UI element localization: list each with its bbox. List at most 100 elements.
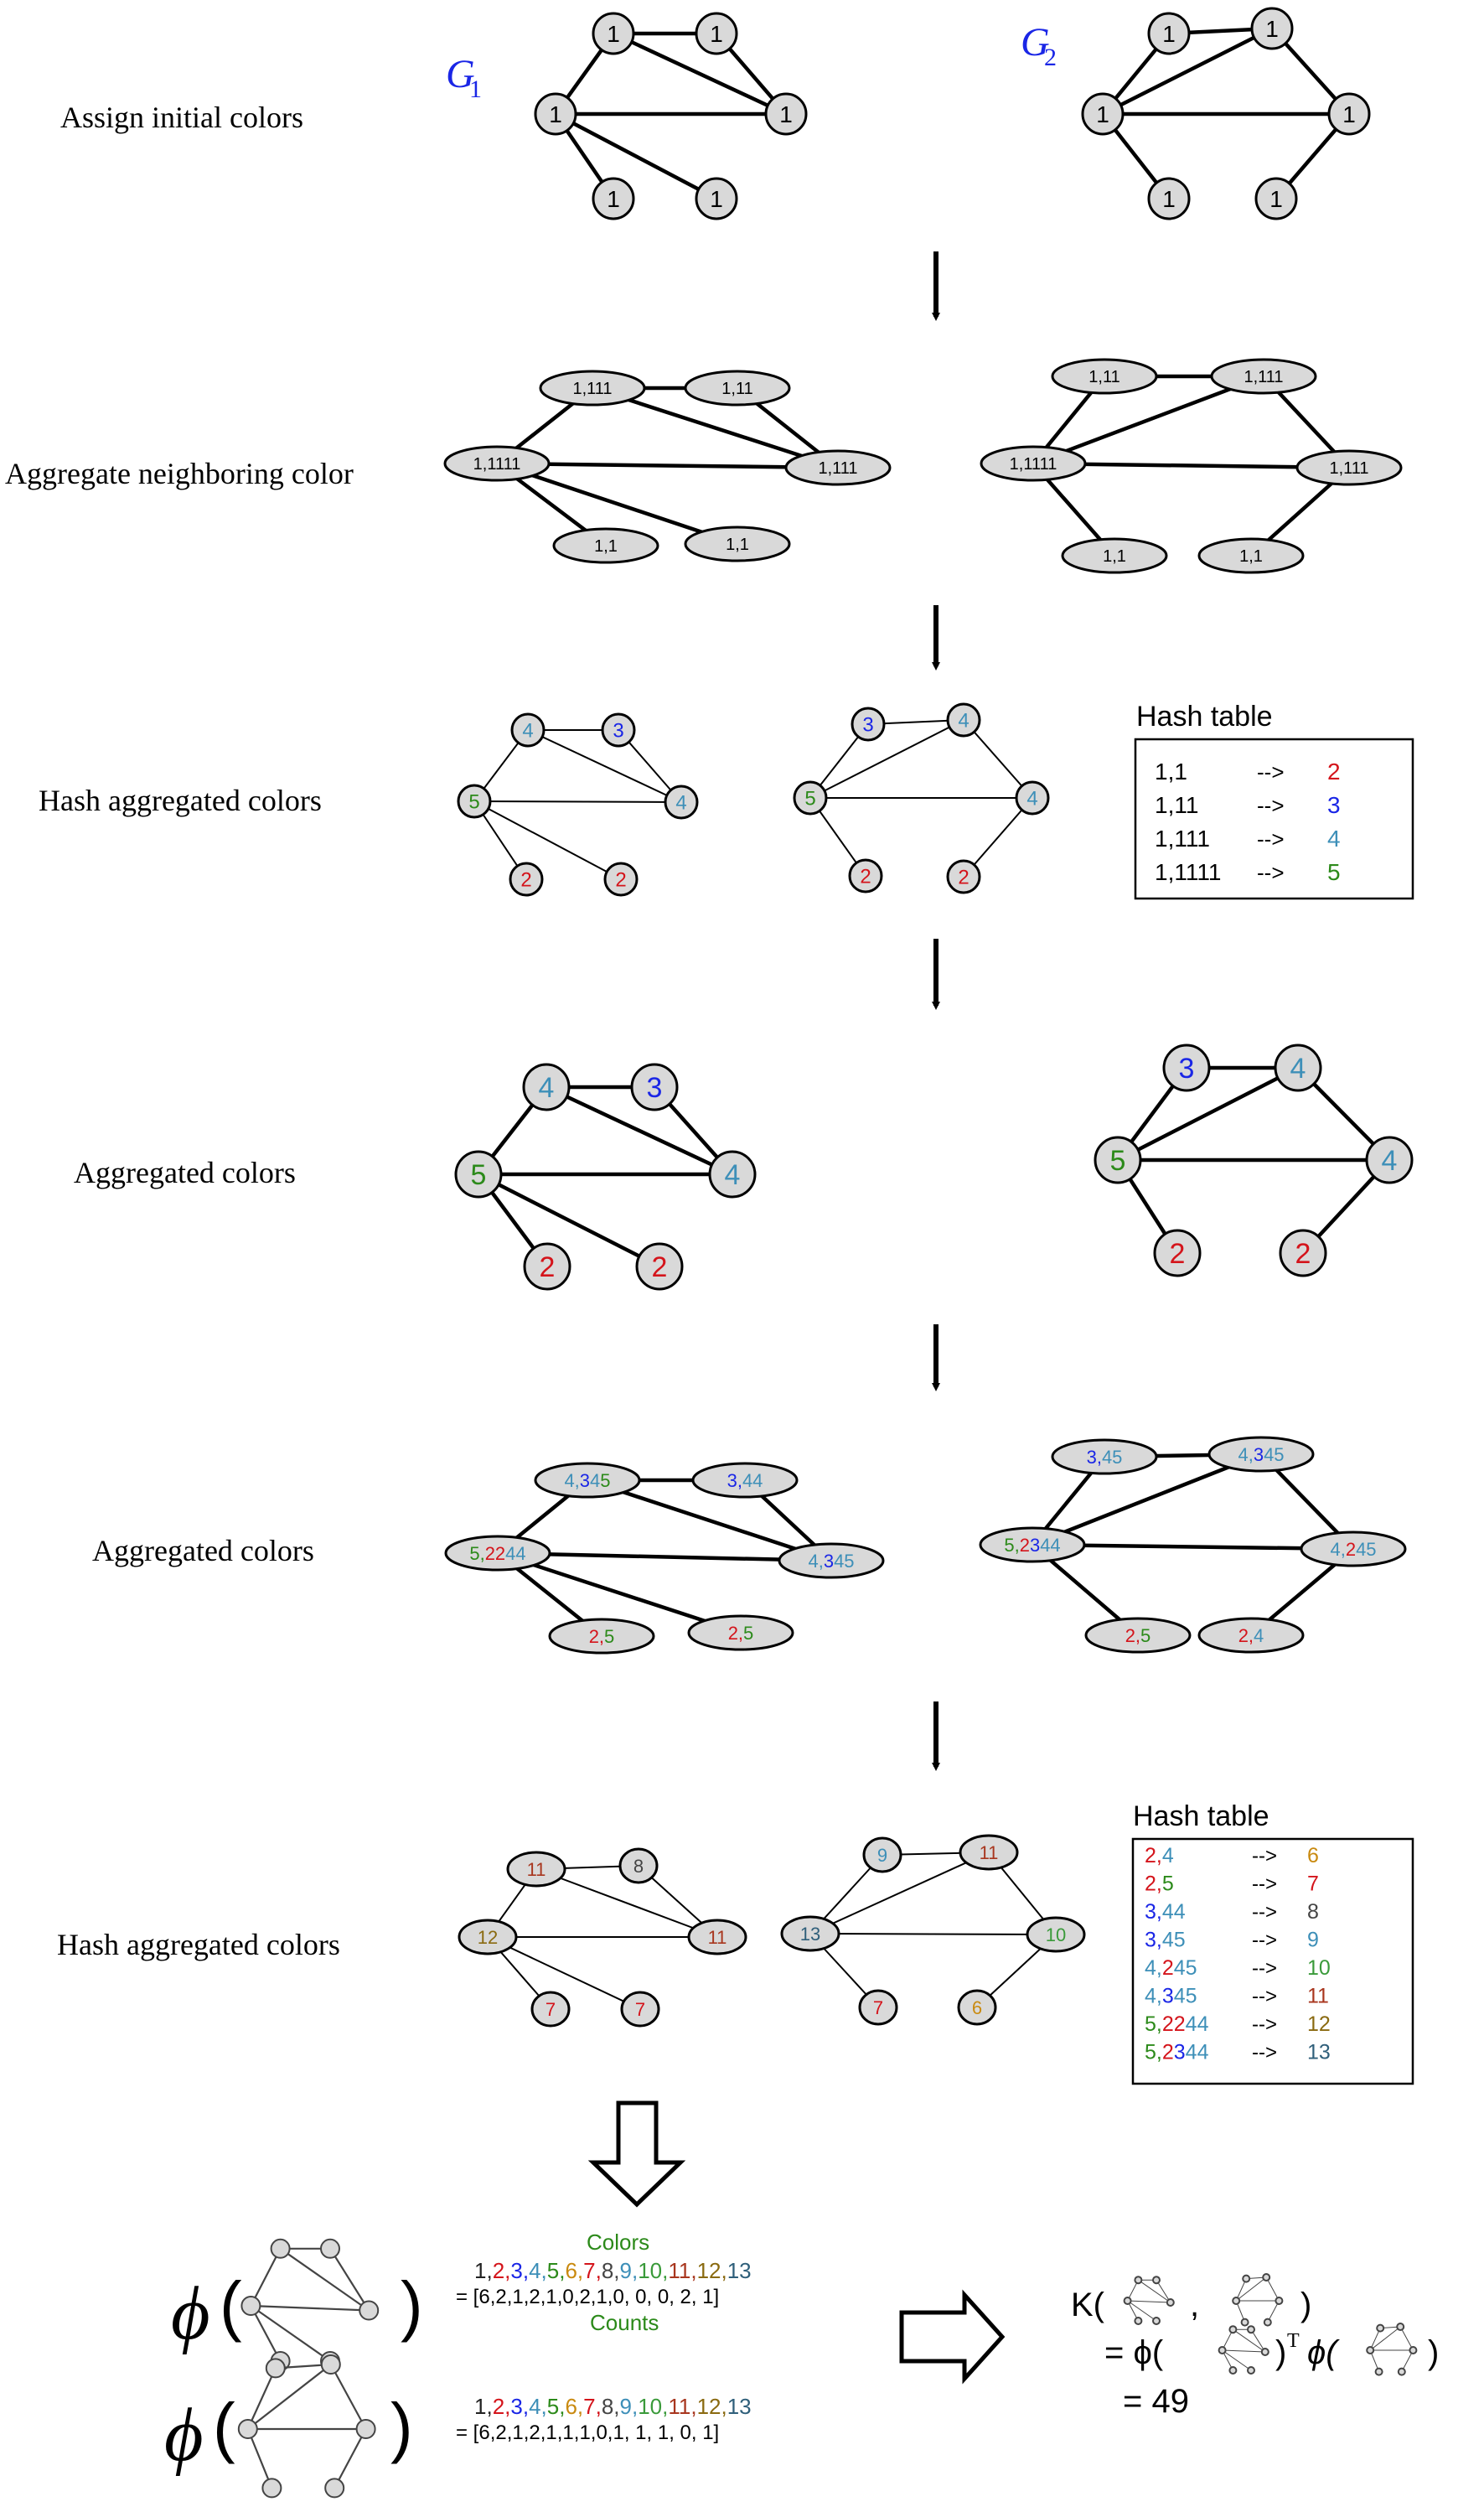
hash-row: 1,111 --> 4 [1155, 826, 1341, 852]
node-ellipse [458, 1919, 518, 1955]
node-circle [946, 859, 981, 894]
color-index-value: 13 [727, 2258, 752, 2283]
node-label: 9 [877, 1845, 887, 1866]
graph-node: 12 [458, 1919, 518, 1955]
mini-edge [247, 2364, 332, 2430]
hash-arrow: --> [1252, 1901, 1277, 1924]
mini-node [1134, 2317, 1143, 2325]
graph-node: 2,5 [548, 1618, 655, 1655]
mini-node [270, 2238, 291, 2259]
color-index-value: 6, [565, 2258, 583, 2283]
node-label: 1 [607, 186, 620, 212]
graph-node: 5 [1094, 1136, 1142, 1184]
step-label-6: Hash aggregated colors [57, 1928, 340, 1961]
mini-node [1218, 2346, 1227, 2354]
mini-node [1134, 2276, 1143, 2285]
hash-arrow: --> [1252, 1986, 1277, 2008]
phi-close-paren-g1: ) [401, 2268, 423, 2343]
node-ellipse [1300, 1531, 1407, 1567]
graph-node: 1 [592, 12, 635, 55]
mini-node [1262, 2273, 1271, 2282]
graph-node: 5,2344 [979, 1526, 1086, 1563]
node-label-segment: 45 [1264, 1444, 1284, 1465]
node-circle [1327, 92, 1371, 136]
node-label: 2 [520, 869, 531, 892]
node-circle [851, 707, 886, 742]
row6-g2: 9 11 13 10 7 6 [780, 1834, 1086, 2026]
node-label: 5 [804, 788, 815, 811]
graph-node: 1 [592, 177, 635, 220]
step-label-4: Aggregated colors [74, 1156, 296, 1189]
hash-key: 1,11 [1155, 792, 1198, 818]
node-label: 4 [1026, 788, 1037, 811]
row3-g2-edge [963, 797, 1033, 878]
color-index-value: 11, [668, 2258, 696, 2283]
node-label: 4,245 [1330, 1539, 1376, 1560]
row2-g2: 1,11 1,111 1,1111 1,111 1,1 1,1 [980, 358, 1403, 574]
color-index-value: 2, [493, 2394, 511, 2419]
node-label: 6 [972, 1997, 982, 2018]
row5-g1-edge [585, 1478, 834, 1563]
node-label-segment: 4 [590, 1470, 600, 1491]
step-labels: Assign initial colors Aggregate neighbor… [5, 101, 354, 1961]
row5-g1-edge [495, 1551, 743, 1635]
node-ellipse [684, 370, 791, 407]
graph-node: 2 [1279, 1229, 1327, 1277]
node-label-segment: 4, [564, 1470, 579, 1491]
node-label: 1 [1265, 16, 1279, 42]
graph-node: 5 [793, 780, 828, 816]
hash-key-segment: 2, [1145, 1872, 1162, 1896]
hash-key-segment: 44 [1186, 2041, 1209, 2064]
graph-node: 7 [858, 1989, 898, 2026]
hash-table-2-box [1131, 1837, 1414, 2085]
node-label-segment: 3 [1030, 1535, 1040, 1556]
color-index-value: 12, [697, 2394, 727, 2419]
hash-row: 1,1111 --> 5 [1155, 859, 1341, 885]
node-ellipse [691, 1462, 799, 1499]
node-label-segment: 44 [742, 1470, 763, 1491]
node-label-segment: 3 [580, 1470, 590, 1491]
node-circle [603, 862, 639, 897]
step-label-3: Hash aggregated colors [39, 784, 322, 817]
node-label: 1,111 [1244, 368, 1283, 386]
node-label: 1,111 [1329, 459, 1368, 478]
hash-key-segment: 5 [1162, 1872, 1174, 1896]
node-circle [695, 177, 738, 220]
hash-key-segment: 45 [1174, 1956, 1197, 1980]
node-circle [1094, 1136, 1142, 1184]
row-2: 1,111 1,111,1111 1,1111,1 1,11,11 1,1111,111… [443, 358, 1403, 574]
graph-label-g2-sub: 2 [1044, 44, 1057, 71]
graph-node: 5,2244 [444, 1535, 551, 1572]
node-label-segment: 5 [1140, 1625, 1150, 1646]
mini-node [1247, 2366, 1255, 2375]
hash-row: 1,1 --> 2 [1155, 759, 1341, 785]
mini-node [237, 2419, 258, 2439]
node-label: 5 [1110, 1145, 1126, 1177]
node-circle [1147, 177, 1191, 220]
node-circle [601, 712, 636, 748]
node-label: 4 [1382, 1145, 1398, 1177]
node-label: 12 [478, 1927, 498, 1948]
node-circle [664, 785, 699, 820]
graph-node: 5 [454, 1150, 503, 1199]
node-label: 4 [522, 720, 533, 743]
node-label: 2,5 [728, 1623, 754, 1644]
row3-g1: 4 3 5 4 2 2 [457, 712, 699, 897]
graph-node: 4 [708, 1150, 757, 1199]
node-ellipse [858, 1989, 898, 2026]
node-ellipse [1051, 1438, 1158, 1475]
color-index-value: 7, [583, 2258, 602, 2283]
kernel-result: = 49 [1123, 2383, 1189, 2420]
node-label: 2 [615, 869, 626, 892]
node-ellipse [1084, 1617, 1192, 1654]
hash-value: 13 [1307, 2041, 1331, 2064]
node-circle [522, 1063, 571, 1111]
node-label: 1 [549, 101, 562, 127]
mini-node [1366, 2346, 1375, 2354]
row1-g2-edge [1100, 26, 1275, 117]
node-label: 2 [1170, 1238, 1186, 1270]
mini-node [1397, 2367, 1406, 2376]
mini-graph-g2 [237, 2354, 376, 2499]
